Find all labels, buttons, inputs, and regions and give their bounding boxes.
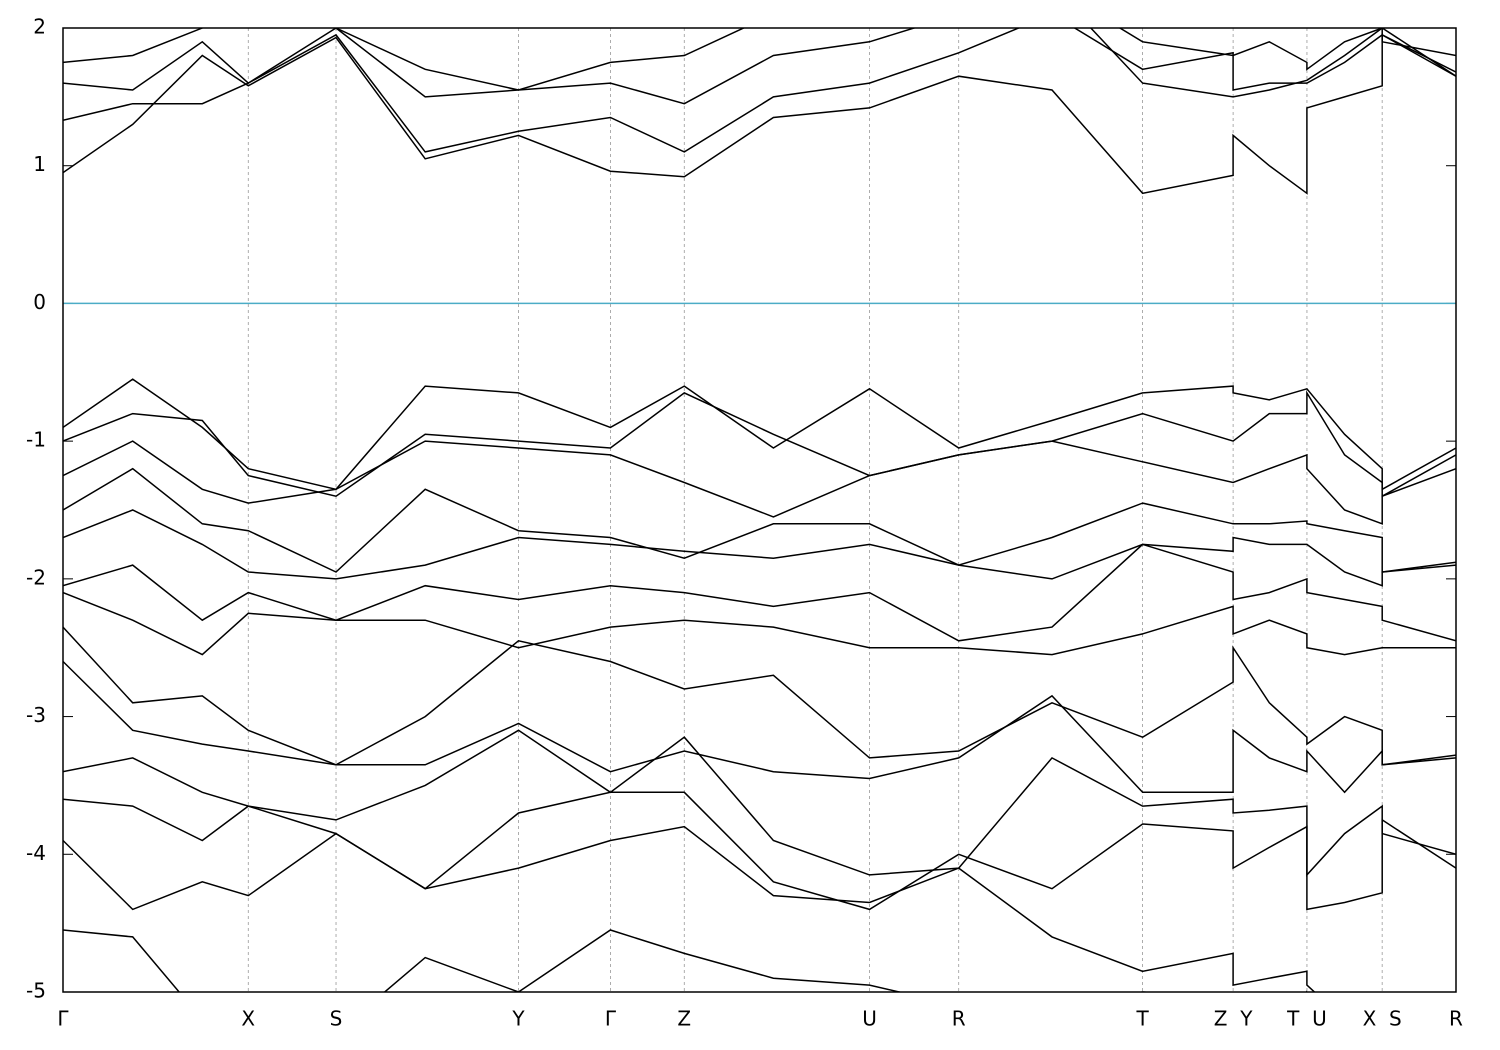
band-line bbox=[63, 28, 1456, 105]
y-tick-label: -5 bbox=[26, 979, 46, 1003]
x-tick-label: X S bbox=[1363, 1007, 1402, 1031]
band-line bbox=[63, 378, 1456, 491]
y-tick-label: -2 bbox=[26, 565, 46, 589]
y-tick-label: 2 bbox=[33, 15, 46, 39]
x-tick-label: T U bbox=[1286, 1007, 1327, 1031]
x-tick-label: T bbox=[1135, 1007, 1149, 1031]
band-line bbox=[63, 791, 1456, 911]
x-tick-label: R bbox=[952, 1007, 966, 1031]
band-line bbox=[63, 626, 1456, 766]
y-tick-label: -1 bbox=[26, 428, 46, 452]
band-line bbox=[63, 509, 1456, 587]
x-tick-label: U bbox=[862, 1007, 877, 1031]
x-tick-label: Z Y bbox=[1214, 1007, 1253, 1031]
band-line bbox=[63, 390, 1456, 498]
band-line bbox=[63, 33, 1456, 195]
bands bbox=[63, 28, 1456, 992]
y-tick-label: -4 bbox=[26, 841, 46, 865]
band-line bbox=[63, 543, 1456, 642]
band-line bbox=[63, 467, 1456, 573]
y-tick-label: -3 bbox=[26, 703, 46, 727]
x-tick-label: Z bbox=[677, 1007, 691, 1031]
x-tick-label: S bbox=[330, 1007, 343, 1031]
band-line bbox=[63, 660, 1456, 794]
x-tick-label: Γ bbox=[57, 1007, 69, 1031]
band-line bbox=[63, 729, 1456, 877]
band-line bbox=[63, 591, 1456, 656]
grid bbox=[62, 27, 1457, 993]
x-tick-label: Γ bbox=[605, 1007, 617, 1031]
plot-frame bbox=[62, 27, 1457, 993]
band-line bbox=[63, 929, 1309, 992]
y-tick-label: 0 bbox=[33, 290, 46, 314]
x-tick-label: R bbox=[1449, 1007, 1463, 1031]
x-tick-label: Y bbox=[511, 1007, 525, 1031]
labels: -5 -4 -3 -2 -1 0 1 2 Γ X S Y Γ Z U R T Z Y T U X S R bbox=[26, 15, 1463, 1031]
y-tick-label: 1 bbox=[33, 152, 46, 176]
x-tick-label: X bbox=[241, 1007, 255, 1031]
band-line bbox=[63, 440, 1456, 525]
band-line bbox=[63, 825, 1316, 992]
band-line bbox=[63, 28, 1456, 153]
band-line bbox=[63, 28, 1456, 91]
